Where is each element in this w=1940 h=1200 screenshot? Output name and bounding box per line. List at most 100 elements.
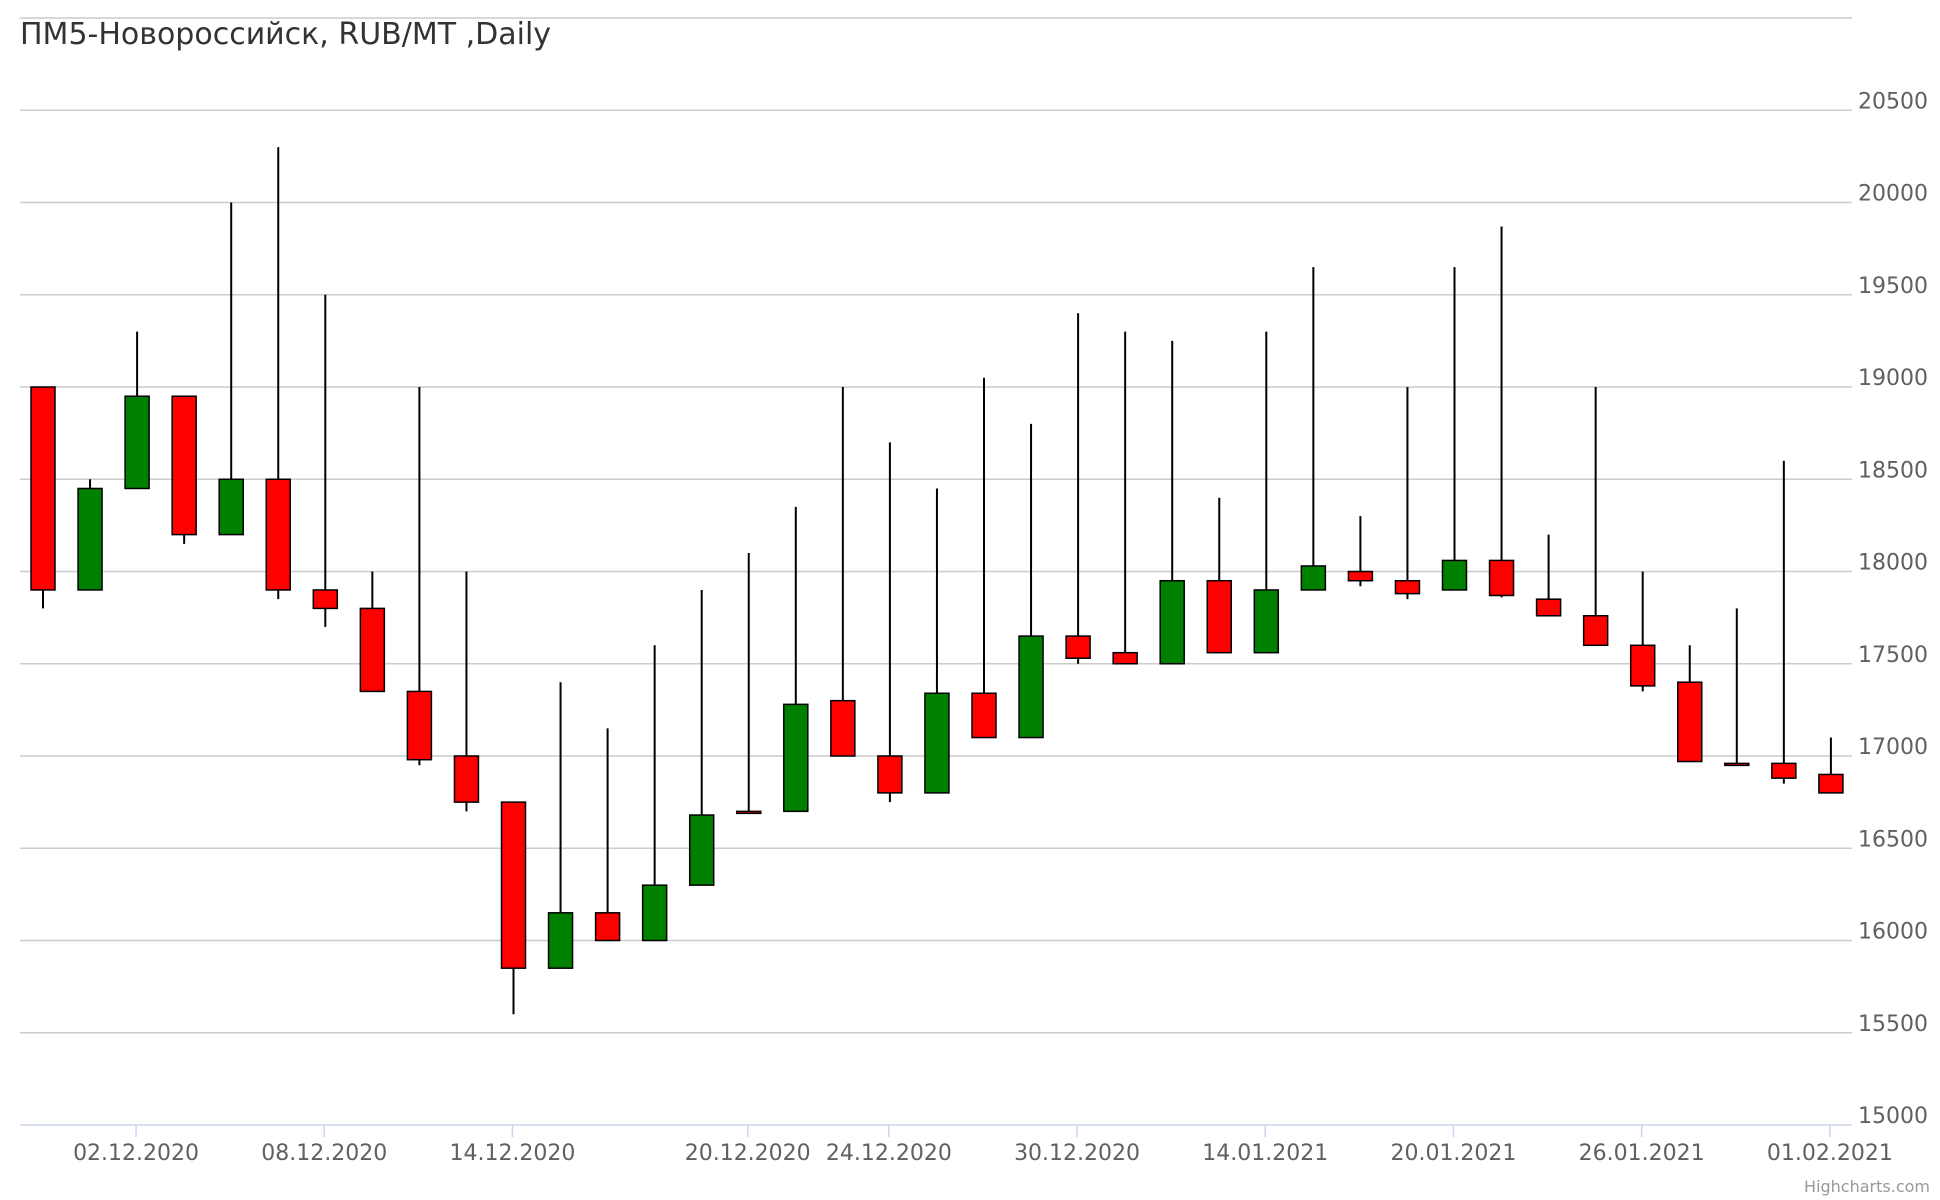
- candle[interactable]: [1818, 737, 1844, 794]
- candle-body: [265, 478, 291, 591]
- candle-body: [500, 801, 527, 969]
- candle[interactable]: [547, 682, 574, 969]
- candle[interactable]: [453, 571, 480, 812]
- candle-body: [453, 755, 480, 803]
- candle-body: [830, 699, 856, 757]
- candle[interactable]: [1629, 571, 1656, 692]
- candle[interactable]: [1018, 423, 1044, 739]
- x-tick-label: 26.01.2021: [1579, 1141, 1705, 1166]
- candle[interactable]: [218, 202, 244, 536]
- y-tick-label: 18500: [1858, 458, 1928, 483]
- y-tick-label: 17500: [1858, 643, 1928, 668]
- candle-body: [877, 755, 903, 794]
- candle[interactable]: [77, 479, 103, 591]
- candle[interactable]: [406, 387, 433, 766]
- candle-body: [1724, 762, 1750, 767]
- candle[interactable]: [1724, 608, 1750, 767]
- candle[interactable]: [783, 506, 809, 813]
- candle[interactable]: [1535, 534, 1562, 617]
- candle-body: [1300, 565, 1327, 591]
- candle[interactable]: [1206, 497, 1232, 654]
- candle-body: [1347, 570, 1374, 582]
- candle[interactable]: [1771, 460, 1797, 784]
- candle-body: [547, 912, 574, 969]
- candle-body: [971, 692, 997, 739]
- candle[interactable]: [1347, 516, 1374, 587]
- candle-body: [1818, 773, 1844, 794]
- candle[interactable]: [1488, 226, 1515, 598]
- candle-body: [1065, 635, 1091, 659]
- y-tick-label: 20000: [1858, 182, 1928, 207]
- candle-body: [1582, 615, 1609, 647]
- y-tick-label: 17000: [1858, 735, 1928, 760]
- y-tick-label: 20500: [1858, 89, 1928, 114]
- y-tick-label: 16000: [1858, 920, 1928, 945]
- candle-body: [1629, 644, 1656, 687]
- candle-body: [783, 703, 809, 813]
- x-tick-label: 20.01.2021: [1390, 1141, 1516, 1166]
- candle[interactable]: [1253, 331, 1280, 654]
- candle[interactable]: [1582, 387, 1609, 647]
- candle-body: [77, 487, 103, 591]
- candle[interactable]: [877, 442, 903, 803]
- candle-body: [1677, 681, 1703, 763]
- candle-body: [1206, 579, 1232, 654]
- candle-body: [1488, 559, 1515, 597]
- candle[interactable]: [1441, 267, 1468, 591]
- candle[interactable]: [30, 386, 56, 609]
- candle-body: [594, 912, 621, 942]
- x-tick-label: 08.12.2020: [261, 1141, 387, 1166]
- candle-body: [359, 607, 386, 693]
- candle[interactable]: [1394, 387, 1421, 600]
- candle[interactable]: [500, 801, 527, 1015]
- candle[interactable]: [359, 571, 386, 693]
- candles: [30, 147, 1844, 1015]
- x-tick-label: 20.12.2020: [685, 1141, 811, 1166]
- candle[interactable]: [1112, 331, 1138, 665]
- candle-body: [1253, 589, 1280, 654]
- candle-body: [641, 884, 668, 942]
- candle[interactable]: [265, 147, 291, 600]
- candle[interactable]: [1159, 340, 1185, 665]
- candle[interactable]: [641, 645, 668, 942]
- candle[interactable]: [1065, 313, 1091, 664]
- x-tick-label: 14.01.2021: [1202, 1141, 1328, 1166]
- x-tick-label: 14.12.2020: [449, 1141, 575, 1166]
- candle[interactable]: [830, 387, 856, 757]
- candle[interactable]: [736, 553, 762, 815]
- x-tick-label: 02.12.2020: [73, 1141, 199, 1166]
- y-tick-label: 15500: [1858, 1012, 1928, 1037]
- x-tick-label: 24.12.2020: [826, 1141, 952, 1166]
- y-tick-label: 19500: [1858, 274, 1928, 299]
- credits-link[interactable]: Highcharts.com: [1804, 1177, 1930, 1196]
- y-tick-label: 18000: [1858, 551, 1928, 576]
- candle-body: [171, 395, 197, 536]
- candle[interactable]: [171, 395, 197, 544]
- candle-body: [924, 692, 950, 794]
- candle-body: [1441, 559, 1468, 591]
- candle-body: [218, 478, 244, 536]
- x-tick-label: 30.12.2020: [1014, 1141, 1140, 1166]
- candle[interactable]: [594, 728, 621, 942]
- candle[interactable]: [1677, 645, 1703, 763]
- candle-body: [406, 690, 433, 761]
- candle-body: [736, 810, 762, 815]
- candle-body: [688, 814, 715, 886]
- candle[interactable]: [312, 294, 339, 627]
- candle-body: [1018, 635, 1044, 739]
- candle[interactable]: [971, 377, 997, 739]
- chart-title: ПМ5-Новороссийск, RUB/MT ,Daily: [20, 17, 551, 52]
- candle-body: [1394, 579, 1421, 595]
- candle-body: [1771, 762, 1797, 779]
- candle[interactable]: [124, 331, 150, 490]
- candle-body: [124, 395, 150, 490]
- y-tick-label: 16500: [1858, 827, 1928, 852]
- candle[interactable]: [924, 488, 950, 794]
- candle[interactable]: [688, 589, 715, 886]
- candle-body: [30, 386, 56, 591]
- candle-body: [312, 589, 339, 610]
- y-tick-label: 15000: [1858, 1104, 1928, 1129]
- candle[interactable]: [1300, 267, 1327, 591]
